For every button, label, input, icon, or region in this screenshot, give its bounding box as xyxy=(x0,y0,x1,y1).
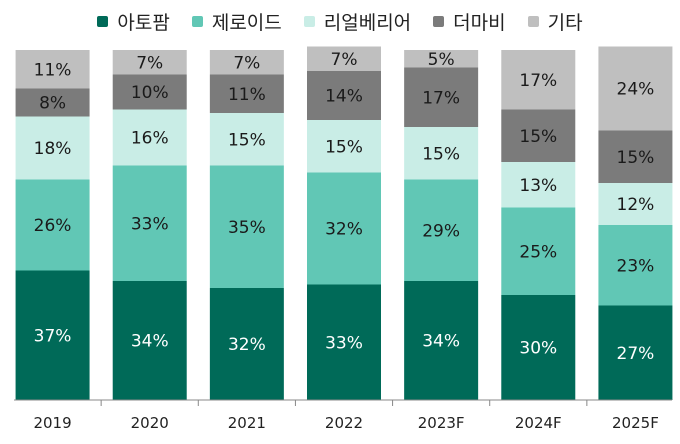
bar-segment xyxy=(501,50,576,110)
legend-label-atopalm: 아토팜 xyxy=(117,12,170,34)
legend-swatch-zeroid xyxy=(191,16,203,27)
data-label: 34% xyxy=(422,332,460,352)
legend-swatch-dermab xyxy=(433,16,445,27)
x-tick-label: 2024F xyxy=(515,414,562,432)
legend-swatch-realbarrier xyxy=(303,16,315,27)
data-label: 30% xyxy=(519,339,557,359)
data-label: 24% xyxy=(617,80,655,100)
bar-segment xyxy=(112,281,187,400)
data-label: 37% xyxy=(34,326,72,346)
data-label: 34% xyxy=(131,332,169,352)
x-tick-label: 2022 xyxy=(325,414,363,432)
data-label: 25% xyxy=(519,242,557,262)
data-label: 14% xyxy=(325,87,363,107)
data-label: 33% xyxy=(325,333,363,353)
bar-segment xyxy=(404,281,479,400)
bar-segment xyxy=(112,74,187,110)
data-label: 5% xyxy=(428,50,455,70)
bar-segment xyxy=(307,284,381,400)
data-label: 11% xyxy=(34,60,72,80)
data-label: 7% xyxy=(331,50,358,70)
bar-segment xyxy=(15,179,90,271)
bar-segment xyxy=(15,116,90,180)
legend-label-zeroid: 제로이드 xyxy=(211,12,282,34)
data-label: 13% xyxy=(519,176,557,196)
bar-segment xyxy=(15,270,90,400)
bar-segment xyxy=(307,172,381,285)
data-label: 10% xyxy=(131,83,169,103)
bar-segment xyxy=(404,179,479,281)
bar-segment xyxy=(15,88,90,117)
data-label: 17% xyxy=(422,88,460,108)
data-label: 12% xyxy=(617,195,655,215)
data-label: 17% xyxy=(519,71,557,91)
x-tick-label: 2023F xyxy=(418,414,465,432)
bar-segment xyxy=(598,225,673,306)
data-label: 7% xyxy=(136,53,163,73)
data-label: 8% xyxy=(39,94,66,114)
data-label: 18% xyxy=(34,139,72,159)
legend-label-dermab: 더마비 xyxy=(453,12,506,34)
data-label: 11% xyxy=(228,85,266,105)
x-tick-label: 2021 xyxy=(228,414,266,432)
legend-swatch-atopalm xyxy=(97,16,109,27)
bar-segment xyxy=(307,46,381,71)
bar-segment xyxy=(404,127,479,180)
legend-item-others: 기타 xyxy=(527,8,583,35)
data-label: 15% xyxy=(228,130,266,150)
bar-segment xyxy=(112,50,187,75)
x-tick-label: 2019 xyxy=(33,414,71,432)
bar-segment xyxy=(209,288,284,400)
data-label: 15% xyxy=(422,144,460,164)
legend-item-atopalm: 아토팜 xyxy=(97,8,170,35)
bar-segment xyxy=(598,46,673,131)
data-label: 16% xyxy=(131,129,169,149)
data-label: 32% xyxy=(325,220,363,240)
bar-segment xyxy=(112,109,187,166)
bar-segment xyxy=(209,74,284,113)
data-label: 32% xyxy=(228,335,266,355)
bar-segment xyxy=(404,67,479,127)
bar-segment xyxy=(15,50,90,89)
bar-segment xyxy=(598,305,673,400)
data-label: 7% xyxy=(233,53,260,73)
data-label: 23% xyxy=(617,256,655,276)
bar-segment xyxy=(209,165,284,288)
bar-segment xyxy=(209,50,284,75)
data-label: 29% xyxy=(422,221,460,241)
legend: 아토팜 제로이드 리얼베리어 더마비 기타 xyxy=(0,8,680,35)
bar-segment xyxy=(501,109,576,162)
legend-label-others: 기타 xyxy=(547,12,583,34)
x-axis: 2019 2020 2021 2022 2023F 2024F 2025F xyxy=(14,399,672,432)
legend-swatch-others xyxy=(527,16,539,27)
x-tick-label: 2020 xyxy=(131,414,169,432)
bar-segment xyxy=(307,120,381,173)
legend-label-realbarrier: 리얼베리어 xyxy=(323,12,412,34)
legend-item-zeroid: 제로이드 xyxy=(191,8,282,35)
data-label: 15% xyxy=(617,148,655,168)
data-label: 15% xyxy=(519,127,557,147)
data-label: 15% xyxy=(325,137,363,157)
bar-segment xyxy=(209,113,284,166)
bars-group: 37% 26% 18% 8% 11% 34% 33% 16% 10% 7% 32% 35% 15% 11%… xyxy=(15,46,673,400)
bar-segment xyxy=(598,183,673,225)
data-label: 27% xyxy=(617,344,655,364)
legend-item-dermab: 더마비 xyxy=(433,8,506,35)
bar-segment xyxy=(598,130,673,183)
data-label: 35% xyxy=(228,218,266,238)
data-label: 33% xyxy=(131,214,169,234)
data-label: 26% xyxy=(34,216,72,236)
bar-segment xyxy=(501,162,576,208)
bar-segment xyxy=(112,165,187,281)
bar-segment xyxy=(307,71,381,120)
x-tick-label: 2025F xyxy=(612,414,659,432)
legend-item-realbarrier: 리얼베리어 xyxy=(303,8,412,35)
bar-segment xyxy=(501,295,576,400)
bar-segment xyxy=(501,207,576,295)
bar-segment xyxy=(404,50,479,68)
